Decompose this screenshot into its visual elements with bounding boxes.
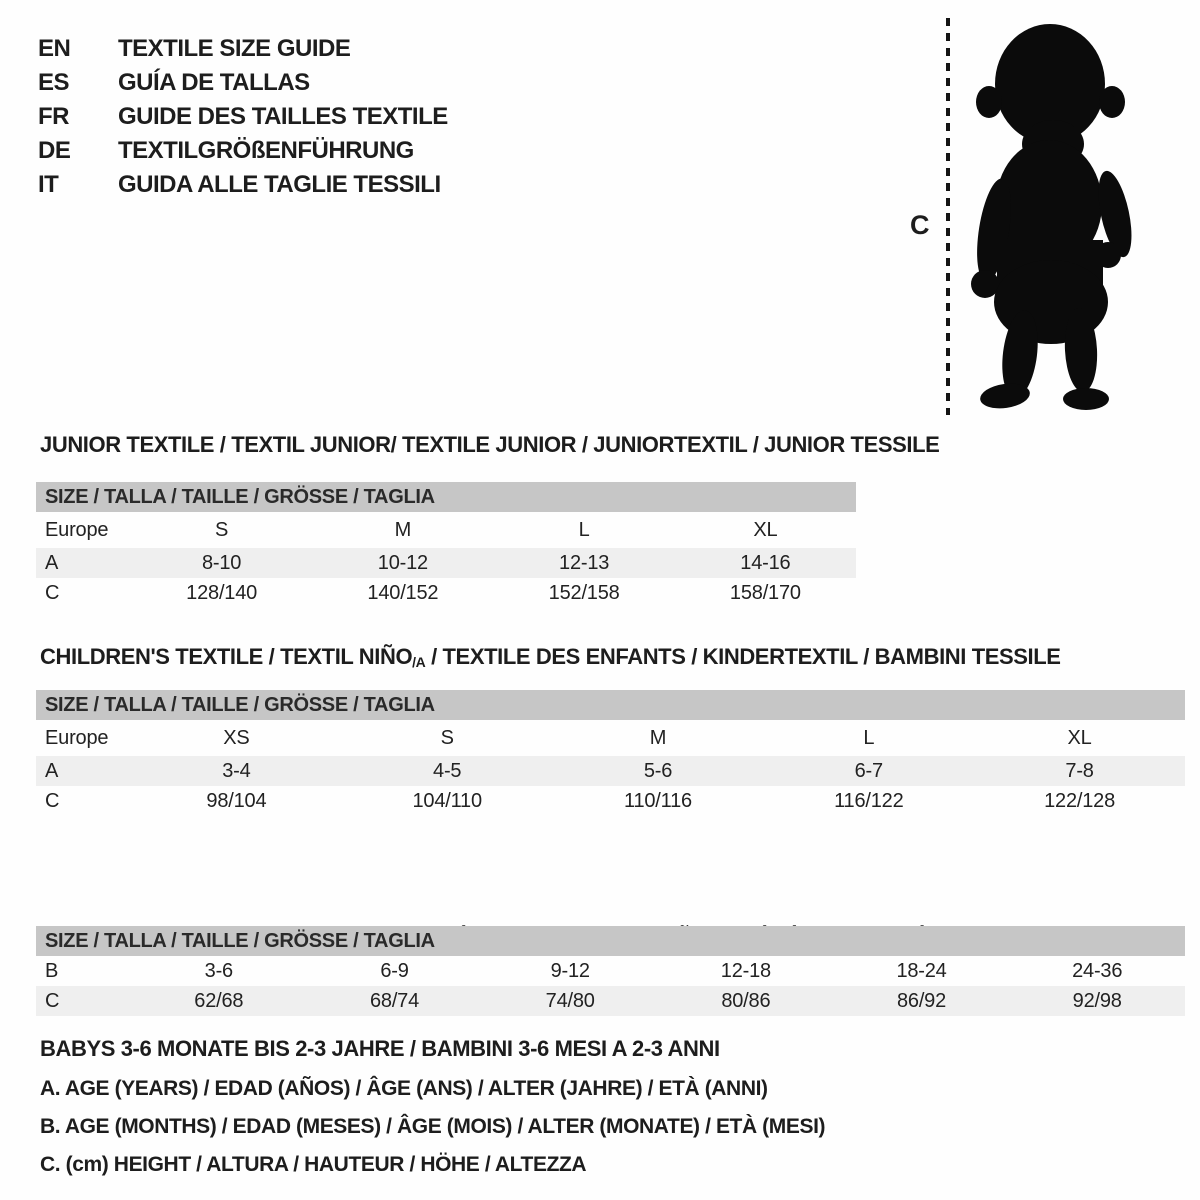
babies-row-height: C 62/68 68/74 74/80 80/86 86/92 92/98: [36, 986, 1185, 1016]
children-section-heading: CHILDREN'S TEXTILE / TEXTIL NIÑO/A / TEX…: [40, 644, 1061, 670]
lang-label-es: GUÍA DE TALLAS: [118, 69, 310, 96]
lang-row-es: ES GUÍA DE TALLAS: [38, 66, 448, 100]
children-heading-sub: /A: [412, 654, 426, 670]
junior-height-xl: 158/170: [729, 581, 801, 604]
children-height-s: 104/110: [412, 789, 482, 812]
children-size-col-s: S: [440, 726, 454, 749]
babies-height-6: 92/98: [1072, 989, 1122, 1012]
junior-row-age-label: A: [45, 551, 59, 574]
footnote-age-months: B. AGE (MONTHS) / EDAD (MESES) / ÂGE (MO…: [40, 1115, 826, 1138]
children-size-table: SIZE / TALLA / TAILLE / GRÖSSE / TAGLIA …: [36, 690, 1185, 816]
junior-size-col-m: M: [394, 518, 412, 541]
babies-months-2: 6-9: [380, 959, 409, 982]
junior-row-age: A 8-10 10-12 12-13 14-16: [36, 548, 856, 578]
babies-size-bar: SIZE / TALLA / TAILLE / GRÖSSE / TAGLIA: [36, 926, 1185, 956]
junior-size-col-l: L: [578, 518, 590, 541]
children-heading-post: / TEXTILE DES ENFANTS / KINDERTEXTIL / B…: [425, 644, 1061, 669]
lang-row-en: EN TEXTILE SIZE GUIDE: [38, 32, 448, 66]
children-size-bar: SIZE / TALLA / TAILLE / GRÖSSE / TAGLIA: [36, 690, 1185, 720]
junior-age-s: 8-10: [202, 551, 242, 574]
children-height-xl: 122/128: [1044, 789, 1116, 812]
children-age-xs: 3-4: [222, 759, 251, 782]
junior-height-l: 152/158: [548, 581, 620, 604]
babies-height-1: 62/68: [194, 989, 244, 1012]
junior-height-s: 128/140: [186, 581, 258, 604]
children-size-col-l: L: [863, 726, 875, 749]
babies-months-3: 9-12: [550, 959, 590, 982]
children-age-s: 4-5: [433, 759, 462, 782]
lang-code-it: IT: [38, 171, 59, 198]
lang-code-en: EN: [38, 35, 71, 62]
lang-row-fr: FR GUIDE DES TAILLES TEXTILE: [38, 100, 448, 134]
height-measure-dashed-line: [946, 18, 950, 415]
children-row-height-label: C: [45, 789, 60, 812]
junior-row-height: C 128/140 140/152 152/158 158/170: [36, 578, 856, 608]
babies-heading-line2: BABYS 3-6 MONATE BIS 2-3 JAHRE / BAMBINI…: [40, 1036, 720, 1061]
babies-months-5: 18-24: [896, 959, 947, 982]
junior-age-l: 12-13: [559, 551, 610, 574]
babies-height-2: 68/74: [369, 989, 420, 1012]
babies-height-3: 74/80: [545, 989, 595, 1012]
babies-row-height-label: C: [45, 989, 60, 1012]
lang-code-fr: FR: [38, 103, 70, 130]
junior-age-m: 10-12: [377, 551, 428, 574]
children-age-xl: 7-8: [1065, 759, 1094, 782]
babies-months-1: 3-6: [204, 959, 234, 982]
children-heading-pre: CHILDREN'S TEXTILE / TEXTIL NIÑO: [40, 644, 413, 669]
children-row-height: C 98/104 104/110 110/116 116/122 122/128: [36, 786, 1185, 816]
junior-row-height-label: C: [45, 581, 60, 604]
lang-code-es: ES: [38, 69, 70, 96]
language-title-block: EN TEXTILE SIZE GUIDE ES GUÍA DE TALLAS …: [38, 32, 448, 202]
toddler-silhouette-icon: [971, 24, 1132, 410]
children-size-col-xs: XS: [223, 726, 250, 749]
babies-row-months-label: B: [45, 959, 59, 982]
lang-label-en: TEXTILE SIZE GUIDE: [118, 35, 351, 62]
junior-age-xl: 14-16: [740, 551, 791, 574]
children-header-row: Europe XS S M L XL: [36, 720, 1185, 756]
children-height-m: 110/116: [624, 789, 692, 812]
lang-label-de: TEXTILGRÖßENFÜHRUNG: [118, 137, 414, 164]
footnotes-block: A. AGE (YEARS) / EDAD (AÑOS) / ÂGE (ANS)…: [40, 1070, 826, 1184]
children-height-xs: 98/104: [206, 789, 267, 812]
babies-height-4: 80/86: [721, 989, 771, 1012]
lang-row-de: DE TEXTILGRÖßENFÜHRUNG: [38, 134, 448, 168]
footnote-height-cm: C. (cm) HEIGHT / ALTURA / HAUTEUR / HÖHE…: [40, 1153, 587, 1176]
children-age-m: 5-6: [643, 759, 673, 782]
junior-height-m: 140/152: [367, 581, 439, 604]
children-row-age-label: A: [45, 759, 59, 782]
figure-measure-label: C: [910, 210, 930, 240]
junior-region-label: Europe: [45, 518, 109, 541]
lang-label-fr: GUIDE DES TAILLES TEXTILE: [118, 103, 448, 130]
babies-row-months: B 3-6 6-9 9-12 12-18 18-24 24-36: [36, 956, 1185, 986]
junior-size-col-xl: XL: [753, 518, 778, 541]
children-size-col-xl: XL: [1067, 726, 1092, 749]
children-height-l: 116/122: [834, 789, 904, 812]
lang-label-it: GUIDA ALLE TAGLIE TESSILI: [118, 171, 441, 198]
junior-size-bar: SIZE / TALLA / TAILLE / GRÖSSE / TAGLIA: [36, 482, 856, 512]
junior-size-col-s: S: [215, 518, 229, 541]
junior-header-row: Europe S M L XL: [36, 512, 856, 548]
lang-code-de: DE: [38, 137, 71, 164]
babies-months-4: 12-18: [720, 959, 771, 982]
babies-height-5: 86/92: [896, 989, 947, 1012]
children-region-label: Europe: [45, 726, 109, 749]
babies-months-6: 24-36: [1072, 959, 1123, 982]
children-age-l: 6-7: [854, 759, 884, 782]
junior-size-table: SIZE / TALLA / TAILLE / GRÖSSE / TAGLIA …: [36, 482, 856, 608]
junior-section-heading: JUNIOR TEXTILE / TEXTIL JUNIOR/ TEXTILE …: [40, 432, 940, 457]
lang-row-it: IT GUIDA ALLE TAGLIE TESSILI: [38, 168, 448, 202]
children-row-age: A 3-4 4-5 5-6 6-7 7-8: [36, 756, 1185, 786]
children-size-col-m: M: [649, 726, 667, 749]
footnote-age-years: A. AGE (YEARS) / EDAD (AÑOS) / ÂGE (ANS)…: [40, 1077, 768, 1100]
babies-size-table: SIZE / TALLA / TAILLE / GRÖSSE / TAGLIA …: [36, 926, 1185, 1016]
